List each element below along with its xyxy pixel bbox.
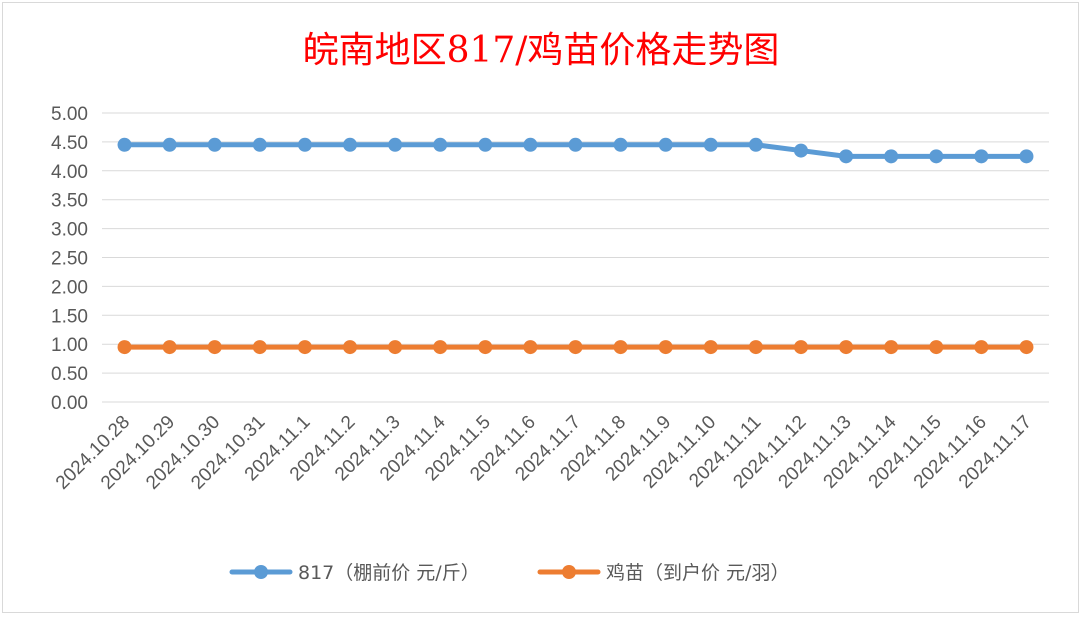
legend-label: 鸡苗（到户价 元/羽） <box>606 562 789 584</box>
data-point <box>117 137 132 152</box>
y-tick-label: 3.00 <box>51 220 88 241</box>
data-point <box>117 340 132 355</box>
data-point <box>884 340 899 355</box>
y-tick-label: 1.50 <box>51 306 88 327</box>
data-point <box>568 137 583 152</box>
data-point <box>523 340 538 355</box>
x-axis-ticks: 2024.10.282024.10.292024.10.302024.10.31… <box>52 411 1036 493</box>
data-point <box>974 149 989 164</box>
data-point <box>297 137 312 152</box>
data-point <box>523 137 538 152</box>
y-tick-label: 4.50 <box>51 133 88 154</box>
data-point <box>703 137 718 152</box>
data-point <box>433 340 448 355</box>
y-tick-label: 5.00 <box>51 104 88 125</box>
chart-title: 皖南地区817/鸡苗价格走势图 <box>303 30 780 71</box>
y-axis-ticks: 0.00 0.50 1.00 1.50 2.00 2.50 3.00 3.50 4.00 4.50… <box>51 104 88 414</box>
data-point <box>974 340 989 355</box>
data-point <box>613 137 628 152</box>
data-point <box>252 137 267 152</box>
data-point <box>252 340 267 355</box>
data-point <box>388 137 403 152</box>
series-1 <box>117 137 1034 164</box>
y-tick-label: 3.50 <box>51 191 88 212</box>
data-point <box>929 149 944 164</box>
data-point <box>658 137 673 152</box>
data-point <box>839 149 854 164</box>
data-point <box>207 340 222 355</box>
data-point <box>343 137 358 152</box>
data-point <box>793 143 808 158</box>
data-point <box>343 340 358 355</box>
data-point <box>1019 340 1034 355</box>
data-point <box>478 137 493 152</box>
legend: 817（棚前价 元/斤） 鸡苗（到户价 元/羽） <box>229 562 789 584</box>
data-point <box>929 340 944 355</box>
y-tick-label: 4.00 <box>51 162 88 183</box>
y-tick-label: 0.50 <box>51 364 88 385</box>
data-point <box>478 340 493 355</box>
legend-swatch-marker <box>254 565 268 579</box>
data-point <box>658 340 673 355</box>
y-tick-label: 0.00 <box>51 393 88 414</box>
data-point <box>162 137 177 152</box>
data-point <box>433 137 448 152</box>
data-point <box>207 137 222 152</box>
data-point <box>568 340 583 355</box>
data-point <box>703 340 718 355</box>
y-tick-label: 2.50 <box>51 249 88 270</box>
data-point <box>748 137 763 152</box>
legend-label: 817（棚前价 元/斤） <box>298 562 480 584</box>
data-point <box>793 340 808 355</box>
y-tick-label: 2.00 <box>51 277 88 298</box>
data-point <box>613 340 628 355</box>
data-point <box>297 340 312 355</box>
data-point <box>1019 149 1034 164</box>
legend-item: 817（棚前价 元/斤） <box>229 562 480 584</box>
data-point <box>748 340 763 355</box>
series-2 <box>117 340 1034 355</box>
y-tick-label: 1.00 <box>51 335 88 356</box>
data-point <box>839 340 854 355</box>
series-lines <box>117 137 1034 355</box>
data-point <box>162 340 177 355</box>
legend-item: 鸡苗（到户价 元/羽） <box>537 562 789 584</box>
data-point <box>884 149 899 164</box>
data-point <box>388 340 403 355</box>
legend-swatch-marker <box>562 565 576 579</box>
